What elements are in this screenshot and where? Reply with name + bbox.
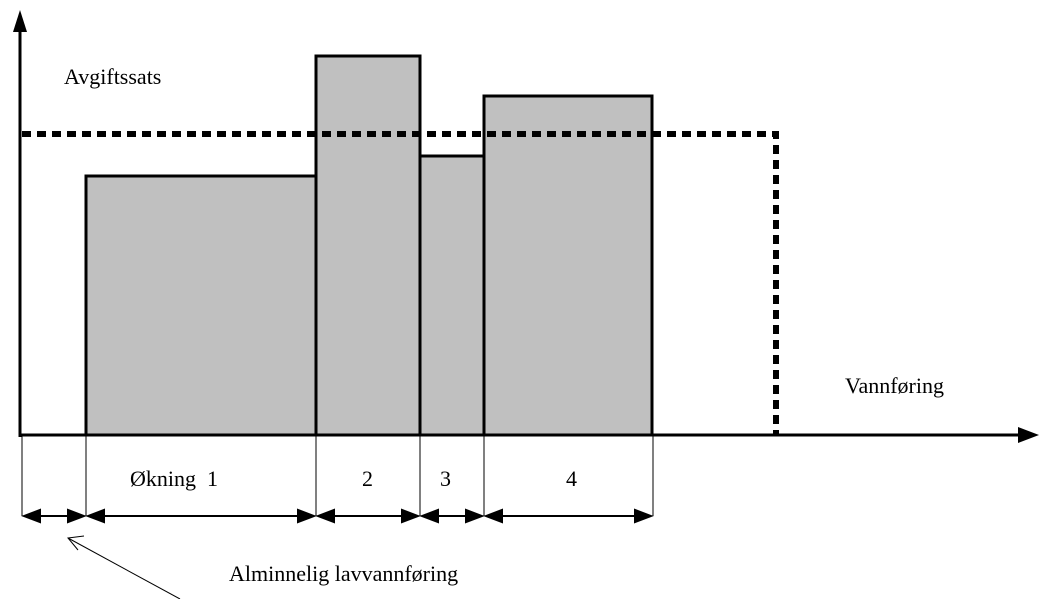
segment-label-2: 2 — [362, 466, 373, 491]
annotation-text: Alminnelig lavvannføring — [229, 561, 458, 586]
bar-segment-3 — [418, 154, 486, 437]
y-axis-arrowhead — [13, 10, 27, 32]
x-axis-arrowhead — [1018, 427, 1039, 443]
segment-arrows — [21, 508, 654, 524]
segment-label-1: Økning 1 — [130, 466, 218, 491]
bar-segment-2 — [314, 54, 422, 437]
bar-segment-1 — [84, 174, 318, 437]
annotation-pointer-head — [67, 535, 85, 551]
segment-label-3: 3 — [440, 466, 451, 491]
y-axis-label: Avgiftssats — [64, 64, 161, 89]
annotation-pointer — [67, 537, 181, 599]
dotted-reference-line — [22, 131, 779, 435]
segment-label-4: 4 — [566, 466, 577, 491]
x-axis-label: Vannføring — [845, 373, 944, 398]
bar-segment-4 — [482, 94, 654, 437]
segment-guides — [21, 435, 654, 516]
